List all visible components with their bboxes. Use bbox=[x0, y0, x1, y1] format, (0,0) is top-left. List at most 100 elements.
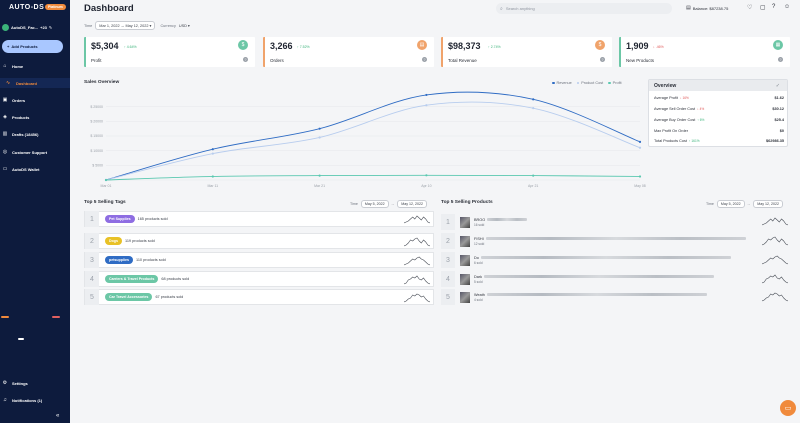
sparkline-path bbox=[404, 256, 430, 266]
currency-select[interactable]: USD ▾ bbox=[178, 24, 190, 28]
store-selector[interactable]: AutoDS_Fac... +23 ✎ bbox=[2, 23, 68, 32]
tag-row[interactable]: 3 petsupplies 110 products sold bbox=[84, 252, 434, 268]
kpi-label: Profit bbox=[91, 58, 102, 63]
rank-number: 5 bbox=[85, 289, 99, 305]
sales-overview-chart[interactable]: $ 5000 $ 10000 $ 15000 $ 20000 $ 25000 Mar 01… bbox=[80, 88, 650, 192]
data-point bbox=[318, 136, 321, 139]
decorative-mark bbox=[52, 316, 60, 318]
product-sold: 5 sold bbox=[474, 279, 483, 284]
product-name: Weath bbox=[474, 292, 485, 297]
sidebar-item-customer-support[interactable]: ◎ Customer Support bbox=[0, 147, 70, 157]
sidebar-item-dashboard[interactable]: ∿ Dashboard bbox=[0, 78, 70, 88]
sidebar-item-label: Drafts (18456) bbox=[12, 131, 39, 137]
search-placeholder: Search anything bbox=[505, 6, 535, 11]
drafts-icon: ▥ bbox=[2, 131, 8, 137]
balance-display[interactable]: ▤ Balance: $87238.75 bbox=[686, 5, 728, 11]
blurred-text bbox=[485, 237, 746, 240]
tag-row[interactable]: 5 Car Travel Accessories 67 products sol… bbox=[84, 289, 434, 305]
date-range-picker[interactable]: Mar 1, 2022 → May 12, 2022 ▾ bbox=[95, 21, 156, 30]
chat-widget-button[interactable]: ▭ bbox=[780, 400, 796, 416]
sidebar-item-wallet[interactable]: ▭ AutoDS Wallet bbox=[0, 164, 70, 174]
legend-revenue[interactable]: Revenue bbox=[552, 81, 572, 85]
kpi-card-total-revenue: $98,373 ↑ 2.74% Total Revenue $ ? bbox=[441, 37, 612, 67]
product-row[interactable]: 1 BROO 16 sold bbox=[441, 214, 791, 230]
blurred-text bbox=[487, 218, 528, 221]
help-icon[interactable]: ? bbox=[600, 57, 605, 62]
product-name: FISHI bbox=[474, 236, 484, 241]
sidebar-item-drafts[interactable]: ▥ Drafts (18456) bbox=[0, 129, 70, 139]
tags-date-from[interactable]: May 5, 2022 bbox=[360, 200, 389, 208]
heart-icon[interactable]: ♡ bbox=[747, 5, 753, 11]
help-icon[interactable]: ? bbox=[422, 57, 427, 62]
tag-chip[interactable]: Pet Supplies bbox=[105, 215, 135, 223]
product-name: Dark bbox=[474, 274, 483, 279]
tag-row[interactable]: 1 Pet Supplies 165 products sold bbox=[84, 211, 434, 227]
rank-number: 1 bbox=[441, 214, 455, 230]
orders-icon: ▣ bbox=[2, 97, 8, 103]
sidebar-item-label: Dashboard bbox=[16, 80, 37, 86]
rank-number: 1 bbox=[85, 211, 99, 227]
arrow-icon: → bbox=[746, 202, 751, 206]
orders-icon: ▤ bbox=[417, 40, 427, 50]
user-icon[interactable]: ☺ bbox=[784, 4, 791, 10]
time-label: Time bbox=[84, 23, 93, 28]
x-tick-label: Apr 21 bbox=[528, 184, 538, 188]
data-point bbox=[425, 104, 428, 107]
data-point bbox=[318, 127, 321, 130]
sparkline bbox=[404, 256, 430, 266]
sidebar-item-orders[interactable]: ▣ Orders bbox=[0, 95, 70, 105]
tag-row[interactable]: 2 Dogs 119 products sold bbox=[84, 233, 434, 249]
collapse-sidebar-button[interactable]: « bbox=[56, 413, 60, 419]
wallet-icon: ▭ bbox=[2, 166, 8, 172]
tag-row[interactable]: 4 Carriers & Travel Products 68 products… bbox=[84, 271, 434, 287]
sidebar-item-settings[interactable]: ⚙ Settings bbox=[0, 378, 70, 388]
sidebar-item-home[interactable]: ⌂ Home bbox=[0, 61, 70, 71]
help-icon[interactable]: ? bbox=[243, 57, 248, 62]
sparkline-path bbox=[762, 217, 788, 226]
tag-chip[interactable]: petsupplies bbox=[105, 256, 133, 264]
search-input[interactable]: ⌕ Search anything bbox=[496, 3, 672, 14]
product-row[interactable]: 4 Dark 5 sold bbox=[441, 271, 791, 287]
products-date-to[interactable]: May 12, 2022 bbox=[753, 200, 784, 208]
product-sold: 12 sold bbox=[474, 241, 485, 246]
kpi-value: $5,304 bbox=[91, 41, 119, 51]
product-info: Weath 4 sold bbox=[474, 293, 707, 302]
sidebar-item-label: Home bbox=[12, 63, 24, 69]
sidebar-item-products[interactable]: ◈ Products bbox=[0, 112, 70, 122]
help-icon[interactable]: ? bbox=[778, 57, 783, 62]
x-tick-label: Apr 10 bbox=[421, 184, 431, 188]
tags-date-to[interactable]: May 12, 2022 bbox=[397, 200, 428, 208]
chat-icon[interactable]: ▢ bbox=[760, 5, 766, 11]
check-icon[interactable]: ✓ bbox=[775, 82, 780, 89]
kpi-value: 1,909 bbox=[626, 41, 649, 51]
sidebar-item-notifications[interactable]: ♫ Notifications (1) bbox=[0, 395, 70, 405]
product-row[interactable]: 5 Weath 4 sold bbox=[441, 289, 791, 305]
data-point bbox=[532, 174, 535, 177]
sidebar-item-label: Products bbox=[12, 114, 30, 120]
row-value: $1.62 bbox=[774, 96, 784, 100]
product-thumbnail bbox=[460, 291, 470, 303]
edit-icon[interactable]: ✎ bbox=[48, 25, 53, 30]
sidebar-item-label: Settings bbox=[12, 380, 28, 386]
kpi-change: ↓ .46% bbox=[653, 44, 664, 49]
tag-chip[interactable]: Carriers & Travel Products bbox=[105, 275, 159, 283]
y-tick-label: $ 10000 bbox=[90, 149, 103, 153]
product-row[interactable]: 2 FISHI 12 sold bbox=[441, 233, 791, 249]
products-date-from[interactable]: May 5, 2022 bbox=[716, 200, 745, 208]
row-value: $25.4 bbox=[774, 118, 784, 122]
sidebar-item-label: Orders bbox=[12, 97, 26, 103]
legend-profit[interactable]: Profit bbox=[608, 81, 622, 85]
tag-chip[interactable]: Dogs bbox=[105, 237, 122, 245]
product-name: BROO bbox=[474, 217, 486, 222]
sold-count: 68 products sold bbox=[161, 277, 190, 281]
add-products-button[interactable]: + Add Products bbox=[2, 40, 63, 53]
y-tick-label: $ 25000 bbox=[90, 105, 103, 109]
overview-row: Total Products Cost ↑ 161% $62986.35 bbox=[654, 139, 784, 143]
legend-product-cost[interactable]: Product Cost bbox=[576, 81, 604, 85]
row-label: Total Products Cost bbox=[654, 139, 687, 143]
product-row[interactable]: 3 Do 6 sold bbox=[441, 252, 791, 268]
legend-label: Product Cost bbox=[581, 81, 604, 85]
help-icon[interactable]: ? bbox=[772, 4, 776, 10]
tag-chip[interactable]: Car Travel Accessories bbox=[105, 293, 153, 301]
store-name: AutoDS_Fac... bbox=[11, 25, 39, 30]
